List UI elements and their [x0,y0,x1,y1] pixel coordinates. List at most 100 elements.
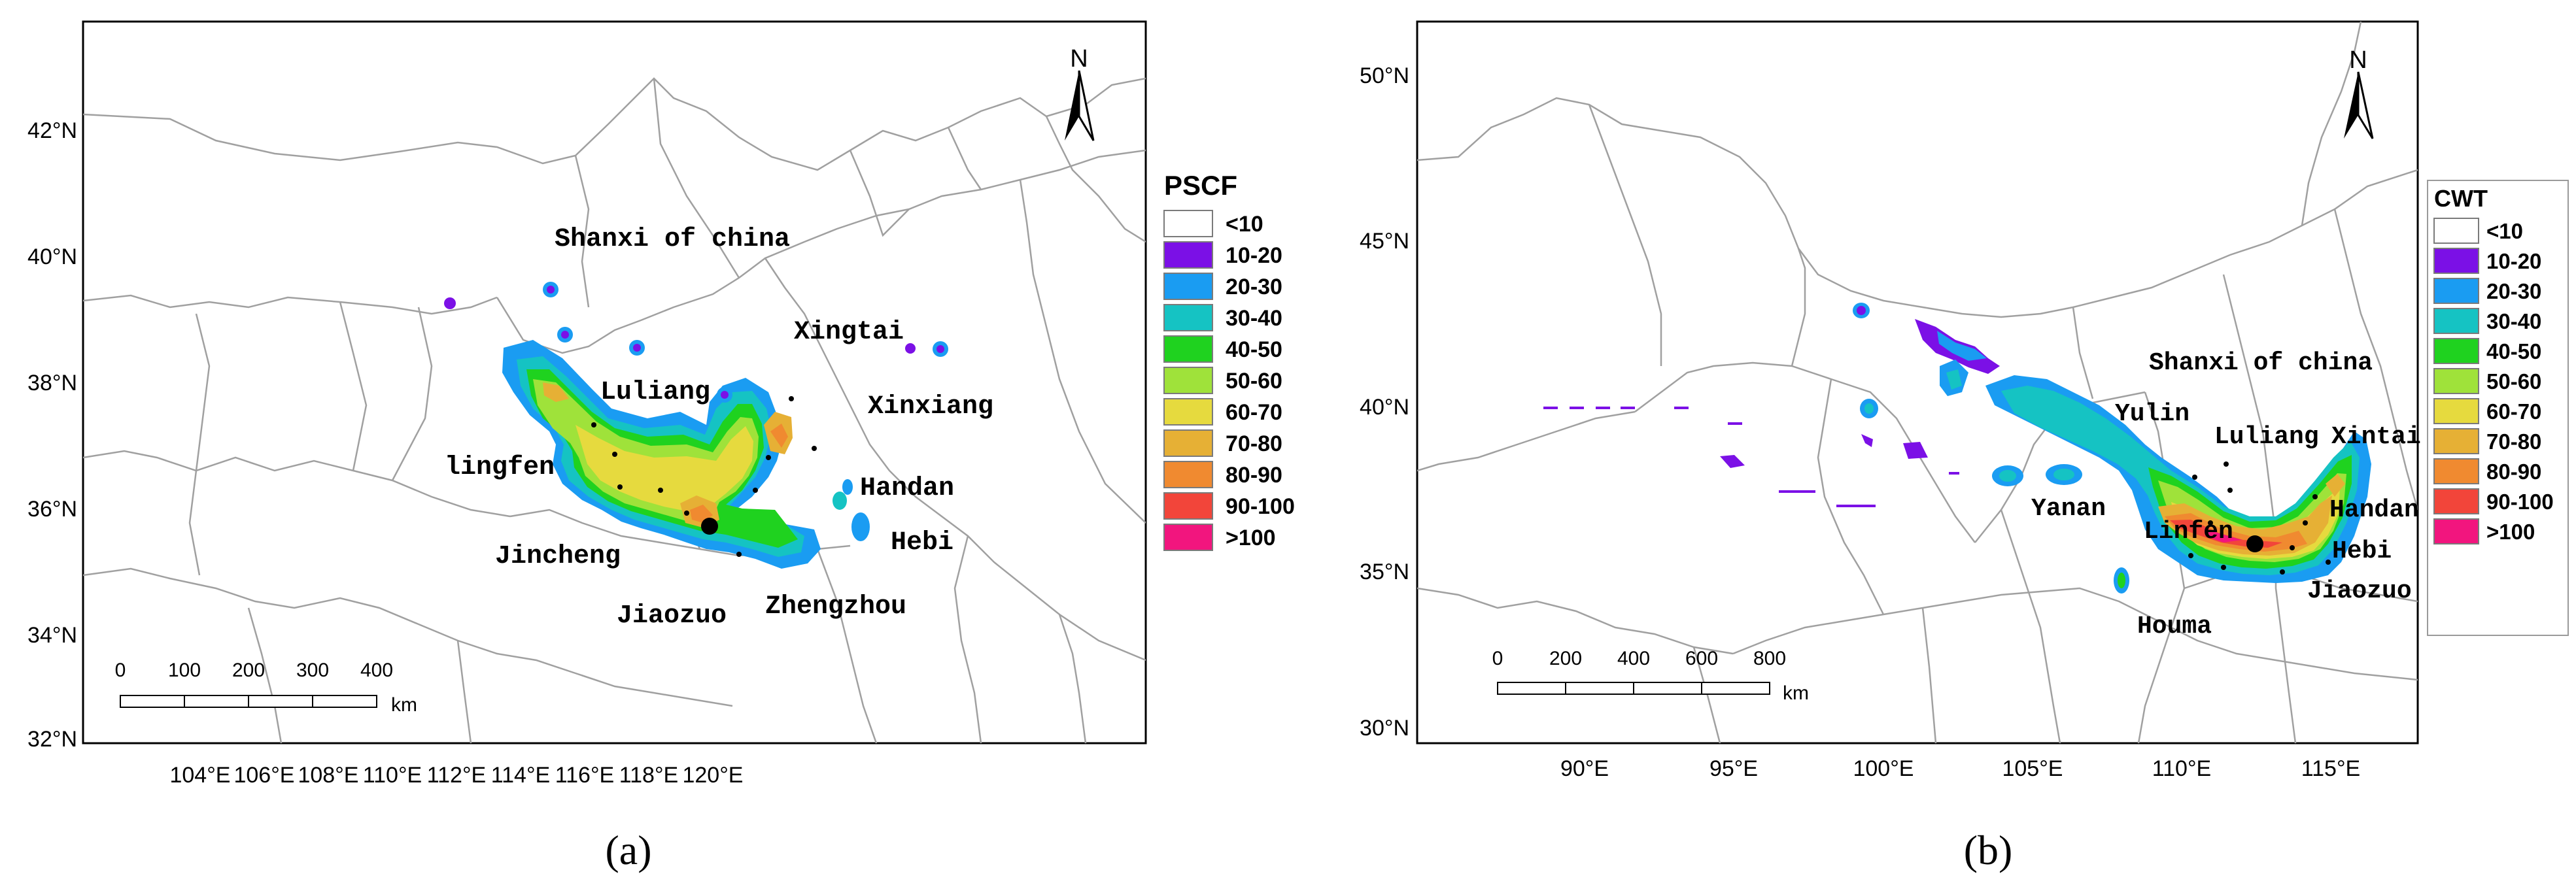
legend-label: 80-90 [2486,460,2541,484]
legend-label: 60-70 [2486,399,2541,424]
place-label: Yulin [2115,400,2190,428]
lat-label: 50°N [1360,63,1409,88]
legend-swatch [2433,278,2479,304]
legend-label: <10 [2486,219,2523,243]
legend-label: 90-100 [1226,494,1295,519]
legend-swatch [1163,524,1213,551]
legend-swatch [2433,488,2479,514]
legend-label: 30-40 [1226,306,1282,331]
legend-label: 20-30 [1226,275,1282,299]
lat-label: 40°N [27,244,77,269]
legend-swatch [2433,428,2479,454]
lon-label: 106°E [233,763,294,788]
scale-tick: 0 [115,660,126,681]
legend-swatch [1163,335,1213,363]
legend-swatch [2433,218,2479,244]
legend-swatch [1163,461,1213,488]
lat-label: 30°N [1360,716,1409,741]
legend-label: >100 [1226,526,1276,550]
place-label: Shanxi of china [2149,349,2373,377]
legend-a: PSCF <10 10-20 20-30 30-40 40-50 [1163,170,1295,551]
legend-label: 80-90 [1226,463,1282,488]
place-label: Handan [2329,496,2419,524]
lat-label: 38°N [27,371,77,395]
lon-label: 108°E [298,763,358,788]
legend-label: 60-70 [1226,400,1282,425]
legend-label: 10-20 [2486,249,2541,273]
lat-label: 32°N [27,727,77,752]
legend-label: 40-50 [2486,339,2541,363]
lat-label: 40°N [1360,395,1409,420]
lon-label: 105°E [2002,756,2063,781]
scale-tick: 300 [296,660,329,681]
legend-swatch [2433,308,2479,334]
place-label: Luliang [600,378,710,407]
lat-label: 34°N [27,623,77,648]
pscf-plume-a [444,282,948,569]
legend-swatch [1163,398,1213,426]
legend-label: 20-30 [2486,279,2541,303]
lon-label: 110°E [2152,756,2211,781]
place-label: Jiaozuo [2307,577,2412,605]
map-panel-b: 50°N 45°N 40°N 35°N 30°N 90°E 95°E 100°E… [1360,20,2569,873]
panel-caption-b: (b) [1964,827,2013,873]
legend-swatch [1163,210,1213,237]
lon-axis-b: 90°E 95°E 100°E 105°E 110°E 115°E [1560,756,2360,781]
lon-label: 104°E [169,763,230,788]
admin-borders-b [1417,22,2418,743]
legend-label: 90-100 [2486,490,2554,514]
lat-axis-b: 50°N 45°N 40°N 35°N 30°N [1360,63,1409,741]
place-labels-b: Shanxi of china Yulin Luliang Xintai Yan… [2031,349,2421,641]
legend-title: PSCF [1164,170,1237,201]
legend-label: 70-80 [1226,431,1282,456]
lat-label: 45°N [1360,229,1409,254]
lon-label: 120°E [682,763,743,788]
place-label: Xinxiang [868,392,993,422]
legend-swatch [2433,518,2479,544]
north-label: N [1070,45,1088,73]
scale-tick: 100 [168,660,201,681]
panel-caption-a: (a) [605,827,651,873]
scale-unit: km [391,694,417,716]
scale-bar-b: 0 200 400 600 800 km [1492,648,1809,704]
scale-tick: 200 [1549,648,1582,669]
legend-swatch [1163,492,1213,520]
place-label: Jincheng [495,542,621,571]
legend-swatch [2433,338,2479,364]
legend-swatch [2433,398,2479,424]
cwt-plume-b [1543,303,2371,594]
place-label: Houma [2137,612,2212,641]
place-label: Handan [860,474,954,503]
scale-tick: 600 [1685,648,1718,669]
place-labels-a: Shanxi of china Xingtai Luliang Xinxiang… [445,225,993,631]
lon-label: 116°E [555,763,614,788]
lon-label: 114°E [491,763,550,788]
place-label: Yanan [2031,495,2106,523]
place-label: Zhengzhou [765,592,906,622]
place-label: Hebi [2332,537,2392,565]
scale-tick: 400 [360,660,393,681]
legend-swatch [2433,368,2479,394]
legend-b: CWT <10 10-20 20-30 30-40 40-50 [2427,180,2569,636]
lat-label: 42°N [27,118,77,143]
legend-label: <10 [1226,212,1263,237]
place-label: Xintai [2331,423,2421,451]
legend-swatch [1163,367,1213,394]
north-label: N [2349,46,2367,74]
lon-axis-a: 104°E 106°E 108°E 110°E 112°E 114°E 116°… [169,763,743,788]
place-label: Xingtai [794,318,904,347]
legend-swatch [1163,429,1213,457]
map-frame-a [82,20,1147,745]
place-label: lingfen [445,453,555,482]
scale-unit: km [1783,682,1809,704]
legend-label: >100 [2486,520,2535,544]
legend-label: 50-60 [2486,369,2541,393]
legend-label: 50-60 [1226,369,1282,393]
legend-swatch [2433,458,2479,484]
map-frame-b [1416,20,2419,745]
legend-label: 30-40 [2486,309,2541,333]
place-label: Luliang [2214,423,2319,451]
scale-tick: 800 [1753,648,1786,669]
lat-axis-a: 42°N 40°N 38°N 36°N 34°N 32°N [27,118,77,752]
legend-label: 10-20 [1226,243,1282,268]
